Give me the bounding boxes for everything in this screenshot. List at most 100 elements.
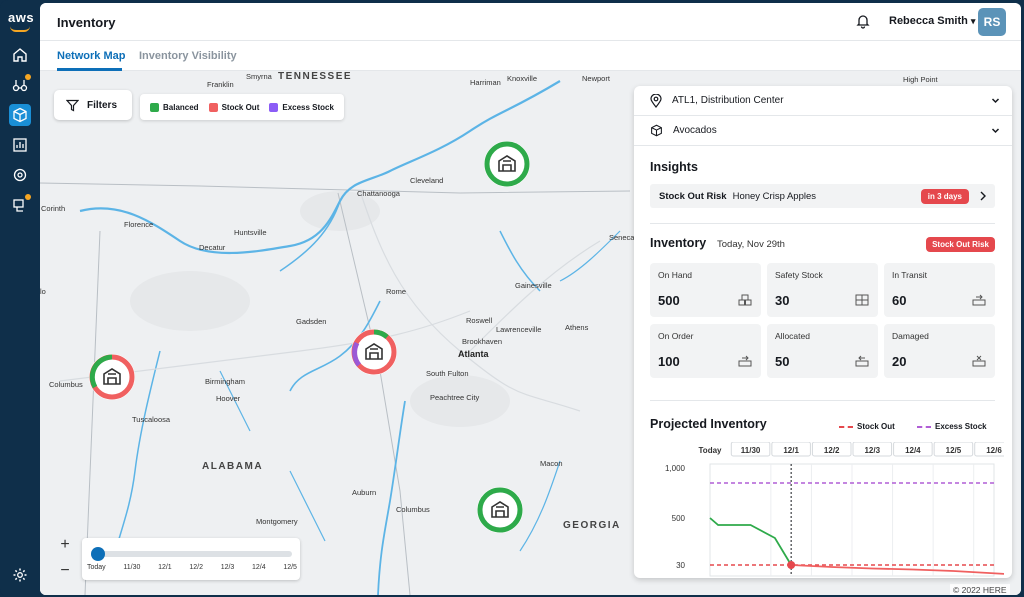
inventory-date: Today, Nov 29th bbox=[717, 239, 785, 250]
product-select[interactable]: Avocados bbox=[634, 116, 1012, 146]
nav-rail: aws bbox=[0, 0, 40, 597]
chevron-down-icon bbox=[991, 98, 1000, 104]
insight-badge: in 3 days bbox=[920, 189, 969, 204]
timeline-slider[interactable]: Today 11/30 12/1 12/2 12/3 12/4 12/5 bbox=[82, 538, 300, 580]
map-label-high-point: High Point bbox=[903, 75, 938, 84]
map-label-montgomery: Montgomery bbox=[256, 517, 298, 526]
map-label-south-fulton: South Fulton bbox=[426, 369, 469, 378]
home-icon[interactable] bbox=[9, 44, 31, 66]
legend-item-stock-out[interactable]: Stock Out bbox=[208, 102, 259, 112]
chart-icon[interactable] bbox=[9, 134, 31, 156]
warehouse-marker-ring bbox=[484, 141, 530, 187]
legend-swatch-excess-stock bbox=[269, 102, 279, 112]
user-menu[interactable]: Rebecca Smith ▾ bbox=[889, 15, 975, 27]
legend-swatch-balanced bbox=[150, 102, 159, 112]
card-value: 60 bbox=[892, 293, 907, 308]
top-bar: Inventory Rebecca Smith ▾ RS bbox=[40, 3, 1021, 41]
category-cell bbox=[771, 442, 811, 457]
map-label-alabama: ALABAMA bbox=[202, 461, 264, 472]
package-icon bbox=[651, 124, 662, 137]
user-name: Rebecca Smith bbox=[889, 15, 968, 27]
main-content: Inventory Rebecca Smith ▾ RS Network Map … bbox=[40, 3, 1021, 595]
x-tick-label: 12/6 bbox=[986, 446, 1002, 455]
avatar[interactable]: RS bbox=[978, 8, 1006, 36]
projected-inventory-chart[interactable]: Today 11/30 12/1 12/2 12/3 12/4 12/5 12/6 1,000 5… bbox=[650, 442, 1004, 578]
zoom-out-button[interactable]: − bbox=[60, 562, 70, 579]
insights-title: Insights bbox=[650, 160, 698, 174]
sync-icon[interactable] bbox=[9, 164, 31, 186]
map-label-gainesville: Gainesville bbox=[515, 281, 552, 290]
y-tick-label: 1,000 bbox=[665, 464, 686, 473]
x-tick-label: 12/3 bbox=[864, 446, 880, 455]
inventory-card-damaged: Damaged 20 bbox=[884, 324, 995, 378]
tab-inventory-visibility[interactable]: Inventory Visibility bbox=[139, 50, 237, 62]
bell-icon[interactable] bbox=[855, 13, 871, 34]
insight-label: Stock Out Risk bbox=[659, 190, 727, 202]
warehouse-marker-ring bbox=[89, 354, 135, 400]
timeline-tick: 12/2 bbox=[189, 564, 203, 571]
inventory-card-in-transit: In Transit 60 bbox=[884, 263, 995, 317]
tab-bar: Network Map Inventory Visibility bbox=[40, 41, 1021, 71]
legend-dash bbox=[839, 425, 853, 428]
notification-dot bbox=[25, 74, 31, 80]
timeline-ticks: Today 11/30 12/1 12/2 12/3 12/4 12/5 bbox=[87, 564, 297, 571]
timeline-tick: 12/1 bbox=[158, 564, 172, 571]
divider bbox=[650, 400, 995, 401]
warehouse-marker-atlanta[interactable] bbox=[351, 329, 397, 375]
tab-network-map[interactable]: Network Map bbox=[57, 50, 126, 62]
inventory-card-allocated: Allocated 50 bbox=[767, 324, 878, 378]
legend-swatch-stock-out bbox=[208, 102, 218, 112]
category-cell bbox=[852, 442, 893, 457]
map-label-huntsville: Huntsville bbox=[234, 228, 267, 237]
stock-out-point bbox=[787, 561, 796, 569]
map-label-lawrenceville: Lawrenceville bbox=[496, 325, 542, 334]
projected-inventory-title: Projected Inventory bbox=[650, 417, 767, 431]
category-cell bbox=[933, 442, 974, 457]
box-arrow-left-icon bbox=[855, 355, 869, 367]
map-label-knoxville: Knoxville bbox=[507, 74, 538, 83]
insight-row[interactable]: Stock Out Risk Honey Crisp Apples in 3 d… bbox=[650, 184, 995, 208]
map-label-birmingham: Birmingham bbox=[205, 377, 246, 386]
map-label-hoover: Hoover bbox=[216, 394, 241, 403]
legend-item-excess-stock[interactable]: Excess Stock bbox=[269, 102, 334, 112]
timeline-tick: 12/4 bbox=[252, 564, 266, 571]
legend-label: Balanced bbox=[163, 102, 199, 112]
network-map[interactable]: TENNESSEE ALABAMA GEORGIA Atlanta Smyrna… bbox=[40, 71, 1021, 595]
inventory-icon[interactable] bbox=[9, 104, 31, 126]
category-cell bbox=[974, 442, 1004, 457]
warehouse-marker-ring bbox=[351, 329, 397, 375]
warehouse-marker-cleveland[interactable] bbox=[484, 141, 530, 187]
timeline-track[interactable] bbox=[96, 551, 292, 557]
series-line bbox=[791, 564, 1004, 575]
warehouse-marker-south[interactable] bbox=[477, 487, 523, 533]
x-tick-label: Today bbox=[699, 446, 723, 455]
warehouse-marker-ring bbox=[477, 487, 523, 533]
inventory-card-on-hand: On Hand 500 bbox=[650, 263, 761, 317]
location-select[interactable]: ATL1, Distribution Center bbox=[634, 86, 1012, 116]
map-label-roswell: Roswell bbox=[466, 316, 493, 325]
page-title: Inventory bbox=[57, 15, 116, 30]
box-arrow-out-icon bbox=[738, 355, 752, 367]
card-label: Allocated bbox=[775, 331, 810, 341]
zoom-in-button[interactable]: + bbox=[60, 536, 70, 553]
timeline-handle[interactable] bbox=[91, 547, 105, 561]
y-tick-label: 30 bbox=[676, 561, 685, 570]
gear-icon[interactable] bbox=[9, 564, 31, 586]
map-label-columbus-ms: Columbus bbox=[49, 380, 83, 389]
filters-button[interactable]: Filters bbox=[54, 90, 132, 120]
chevron-down-icon bbox=[991, 128, 1000, 134]
notification-dot bbox=[25, 194, 31, 200]
map-label-cleveland: Cleveland bbox=[410, 176, 444, 185]
network-icon[interactable] bbox=[9, 74, 31, 96]
card-label: On Order bbox=[658, 331, 694, 341]
product-select-value: Avocados bbox=[673, 125, 717, 136]
x-tick-label: 12/1 bbox=[783, 446, 799, 455]
map-label-fragment: lo bbox=[40, 287, 46, 296]
x-tick-label: 12/4 bbox=[905, 446, 921, 455]
active-tab-indicator bbox=[57, 68, 122, 71]
delivery-icon[interactable] bbox=[9, 194, 31, 216]
map-label-harriman: Harriman bbox=[470, 78, 501, 87]
legend-item-balanced[interactable]: Balanced bbox=[150, 102, 199, 112]
warehouse-marker-columbus[interactable] bbox=[89, 354, 135, 400]
chevron-right-icon bbox=[980, 191, 986, 201]
